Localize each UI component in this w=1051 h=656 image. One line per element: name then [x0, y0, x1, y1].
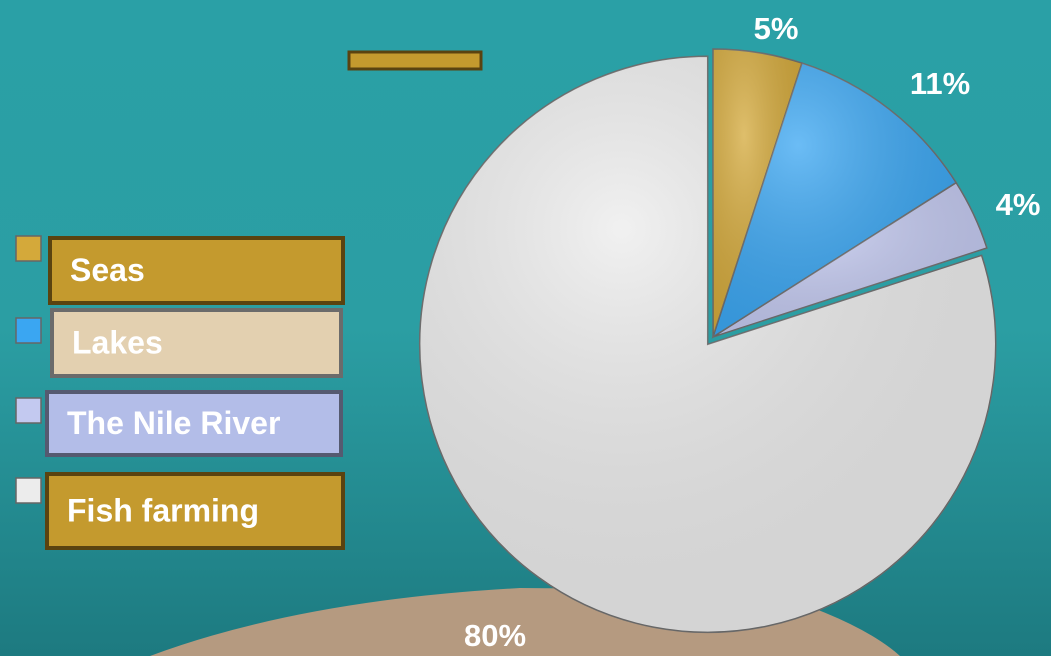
legend-label: Fish farming: [67, 492, 259, 528]
legend-box: [45, 472, 345, 550]
data-label: 80%: [464, 618, 526, 653]
data-label: 4%: [996, 187, 1041, 222]
legend-box: [50, 308, 343, 378]
legend-swatch: [15, 477, 42, 504]
legend-box: [48, 236, 345, 305]
legend-box: [45, 390, 343, 457]
legend-swatch: [15, 235, 42, 262]
legend-swatch: [15, 397, 42, 424]
legend-label: The Nile River: [67, 405, 280, 441]
title-bar: [347, 50, 483, 71]
data-label: 5%: [754, 11, 799, 46]
legend-swatch: [15, 317, 42, 344]
legend: Seas Lakes The Nile River Fish farming: [15, 235, 345, 550]
legend-label: Seas: [70, 252, 145, 288]
data-label: 11%: [910, 66, 970, 101]
legend-label: Lakes: [72, 324, 163, 360]
